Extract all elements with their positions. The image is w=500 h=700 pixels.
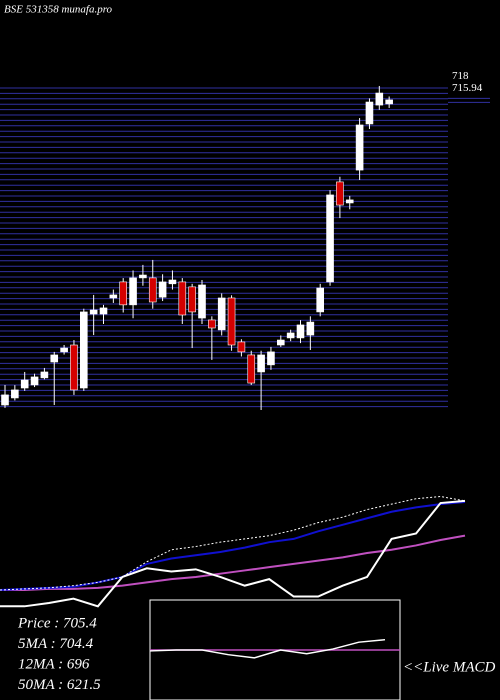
candle-body <box>129 277 137 306</box>
candle-body <box>40 371 49 379</box>
candle-body <box>306 321 315 336</box>
candle-body <box>217 297 226 331</box>
candle-body <box>60 347 68 353</box>
candle-body <box>109 294 118 299</box>
legend-entry: 12MA : 696 <box>18 656 90 672</box>
candle-body <box>355 124 364 171</box>
candle-body <box>178 281 187 316</box>
candle-body <box>227 297 236 346</box>
candle-body <box>365 101 374 125</box>
ma-line <box>0 534 466 591</box>
ma-line <box>0 496 466 591</box>
legend-entry: 50MA : 621.5 <box>18 677 101 693</box>
candle-body <box>80 311 88 389</box>
candle-body <box>208 319 216 329</box>
candle-body <box>30 376 39 386</box>
candle-body <box>119 281 127 306</box>
candle-body <box>316 287 325 313</box>
candle-body <box>20 379 29 389</box>
candle-body <box>276 339 285 346</box>
candle-body <box>139 274 147 279</box>
candle-body <box>336 181 344 206</box>
candle-body <box>198 284 206 319</box>
candle-body <box>247 354 256 384</box>
candle-body <box>188 286 196 313</box>
candle-body <box>267 351 275 366</box>
macd-label: <<Live MACD <box>403 659 495 675</box>
y-tick-label: 715.94 <box>452 82 483 94</box>
candle-body <box>326 194 334 283</box>
ma-line <box>0 499 466 608</box>
candle-body <box>158 281 167 298</box>
candle-body <box>89 309 98 315</box>
y-tick-label: 718 <box>452 70 469 82</box>
chart-title: BSE 531358 munafa.pro <box>4 4 113 16</box>
macd-line <box>149 638 386 659</box>
candle-body <box>286 332 295 339</box>
ma-line <box>0 500 466 591</box>
legend-entry: 5MA : 704.4 <box>18 636 94 652</box>
candle-body <box>375 92 384 106</box>
candle-body <box>70 344 78 391</box>
candle-body <box>237 341 246 353</box>
candle-body <box>345 199 354 204</box>
candle-body <box>1 394 9 406</box>
candle-body <box>99 307 108 315</box>
candle-body <box>296 324 305 339</box>
candle-body <box>168 279 177 285</box>
candle-body <box>257 354 265 373</box>
candle-body <box>11 389 19 399</box>
candle-body <box>148 277 157 303</box>
legend-entry: Price : 705.4 <box>17 615 97 631</box>
candle-body <box>50 354 59 363</box>
candle-body <box>385 99 393 105</box>
